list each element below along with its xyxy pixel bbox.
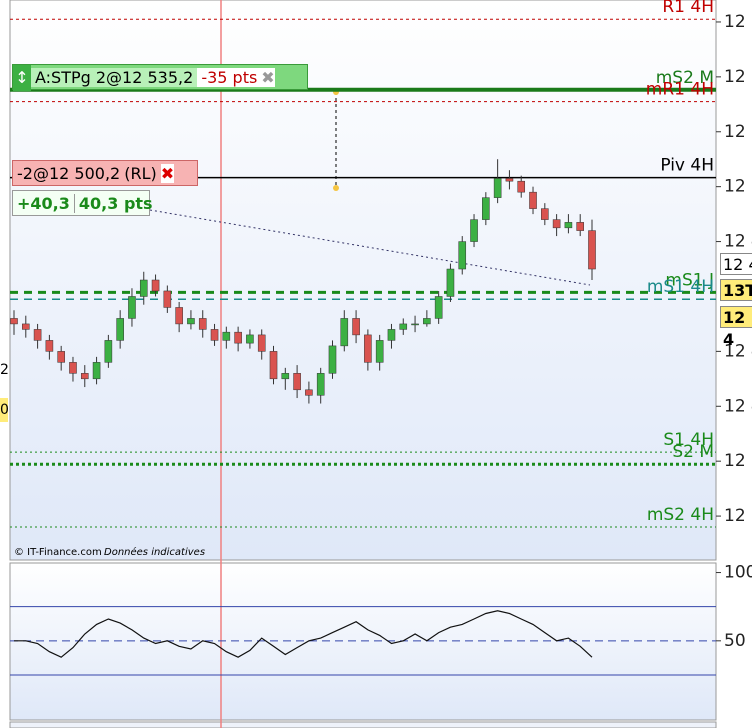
credit: © IT-Finance.com [14,547,102,558]
candle-body [458,241,467,270]
candle-body [210,329,219,341]
oscillator-panel [9,562,717,721]
level-label: mR1 4H [646,80,714,100]
candle-body [139,279,148,297]
candle-body [446,268,455,297]
candle-body [222,331,231,341]
y-tick-label: 12 4 [724,232,752,252]
candle-body [411,323,419,326]
candle-body [576,222,584,231]
y-tick-label: 12 5 [724,12,752,32]
osc-line [14,610,593,658]
position[interactable]: -2@12 500,2 (RL) ✖ [12,160,198,186]
position-text: -2@12 500,2 [17,164,121,183]
gain-pts: 40,3 pts [73,194,157,213]
candle-body [352,318,360,336]
price-tag: 12 4 [720,253,752,275]
candle-body [33,329,42,341]
level-label: mS2 M [656,68,714,88]
trend-line [149,209,591,286]
candle-body [45,340,54,352]
level-label: S1 4H [663,430,714,450]
y-tick-label: 12 [724,177,746,197]
candle-body [128,296,136,319]
candle-body [423,318,431,325]
candle-body [92,362,101,380]
candle-body [269,351,278,380]
drag-icon[interactable]: ↕ [13,65,31,91]
gain: +40,3 40,3 pts [12,190,157,216]
level-label: mS1 J [665,270,714,290]
candle-body [116,318,124,341]
candle-body [80,373,89,380]
candle-body [10,318,18,325]
candle-body [246,334,254,344]
candle-body [364,334,372,363]
edge-tag [0,398,8,422]
candle-body [175,307,183,325]
close-icon[interactable]: ✖ [261,68,275,87]
candle-body [22,323,30,330]
candle-body [305,389,313,396]
candle-body [482,197,490,220]
y-tick-label: 12 4 [724,341,752,361]
candle-body [493,178,502,198]
candle-body [316,373,325,396]
stop-order[interactable]: ↕ A:STPg 2@12 535,2 -35 pts ✖ [12,64,308,91]
candle-body [104,340,113,363]
y-tick-label: 12 5 [724,122,752,142]
gain-value: +40,3 [17,194,70,213]
candle-body [399,323,408,330]
price-tag: 13T [720,279,752,301]
candle-body [293,373,301,391]
order-text: A:STPg 2@12 535,2 [31,68,198,87]
order-handle[interactable] [333,185,339,191]
candle-body [69,362,77,374]
level-label: mS1 4H [647,277,714,297]
osc-tick-label: 50 [724,631,746,651]
candle-body [257,334,266,352]
candle-body [529,191,537,209]
candle-body [187,318,195,325]
candle-body [564,222,573,229]
close-icon[interactable]: ✖ [160,164,175,183]
level-label: S2 M [672,442,714,462]
osc-tick-label: 100 [724,563,752,583]
candle-body [552,219,561,229]
candle-body [151,279,160,292]
level-label: Piv 4H [660,156,714,176]
candle-body [340,318,349,347]
candle-body [470,219,478,242]
order-pts: -35 pts [197,68,262,87]
candle-body [57,351,65,363]
candle-body [434,296,443,319]
candle-body [375,340,384,363]
price-tag: 12 4 [720,306,752,349]
candle-body [387,329,396,341]
y-tick-label: 12 3 [724,506,752,526]
candle-body [541,208,549,220]
level-label: R1 4H [662,0,714,17]
price-panel [9,0,717,561]
y-tick-label: 12 5 [724,67,752,87]
y-tick-label: 12 [724,451,746,471]
edge-label: 0 [0,402,9,418]
edge-label: 2 [0,362,9,378]
bottom-panel [9,721,717,728]
credit-note: Données indicatives [104,546,205,558]
y-tick-label: 12 4 [724,396,752,416]
candle-body [505,178,514,182]
candle-body [234,331,242,344]
candle-body [328,345,337,374]
position-tag: (RL) [124,164,157,183]
candle-body [517,180,526,193]
candle-body [163,290,172,308]
candle-body [588,230,596,270]
candle-body [198,318,207,330]
candle-body [281,373,290,380]
level-label: mS2 4H [647,505,714,525]
